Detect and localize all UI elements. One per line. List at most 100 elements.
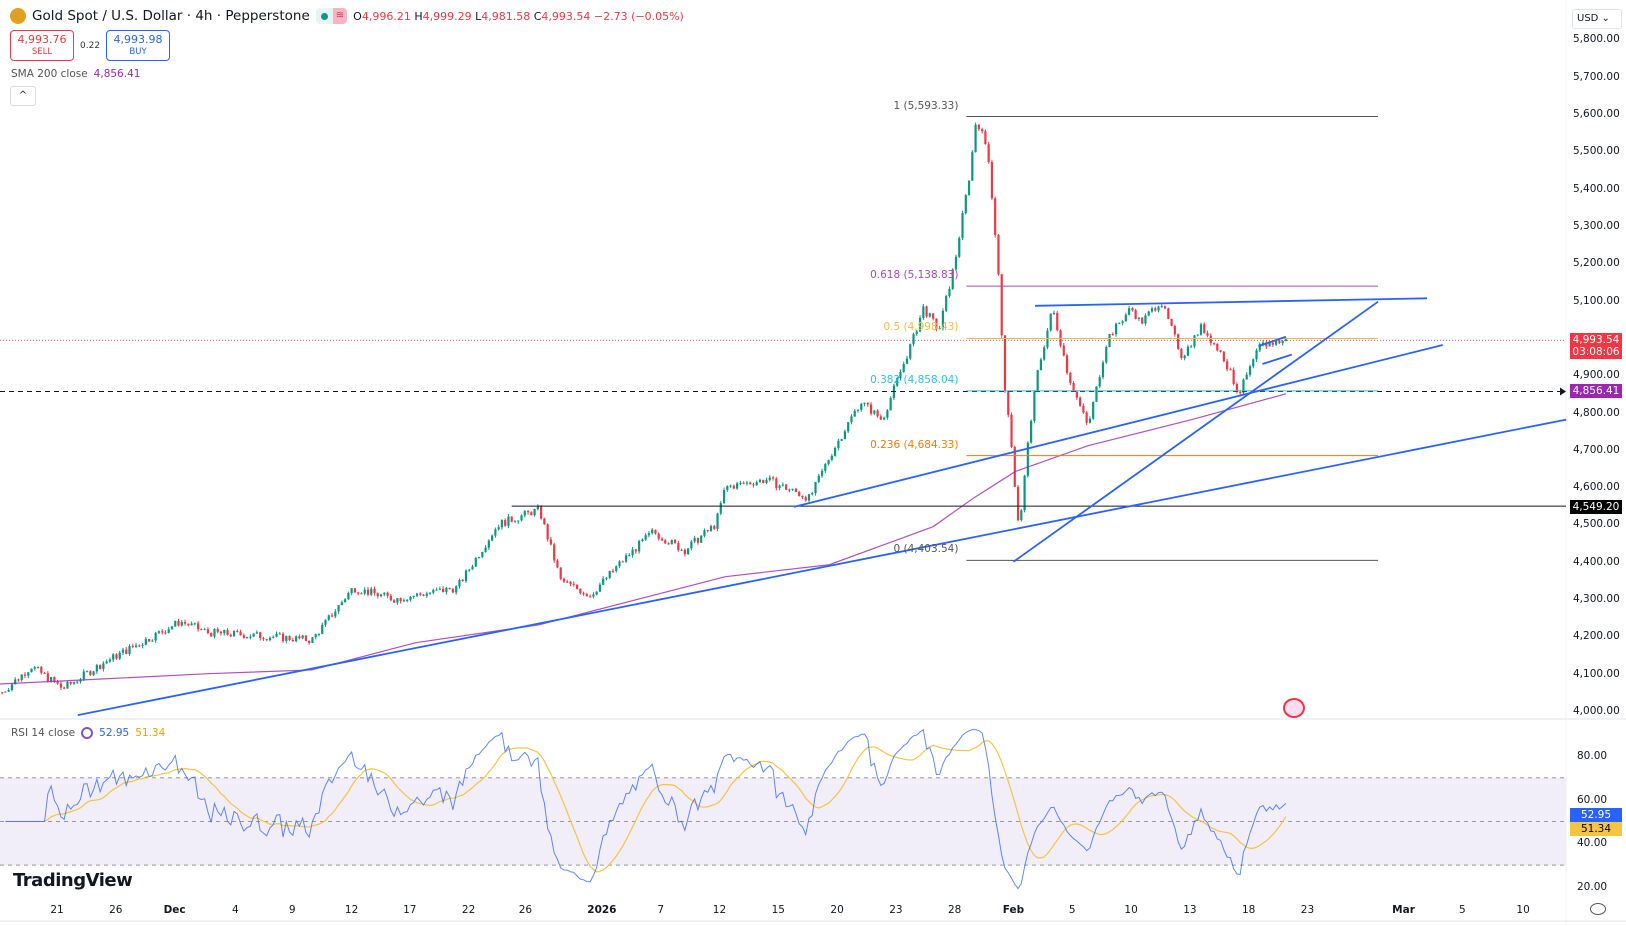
candle-body: [340, 602, 343, 606]
candle-body: [837, 440, 840, 449]
candle-body: [579, 588, 582, 594]
candle-body: [994, 198, 997, 236]
candle-body: [402, 600, 406, 602]
candle-body: [285, 636, 288, 642]
candle-body: [334, 611, 337, 617]
candle-body: [935, 318, 938, 329]
candle-body: [1242, 379, 1245, 393]
buy-button[interactable]: 4,993.98 BUY: [106, 30, 171, 61]
time-tick-label: 12: [344, 904, 359, 916]
candle-body: [412, 595, 415, 597]
candle-body: [1046, 330, 1049, 348]
symbol-title[interactable]: Gold Spot / U.S. Dollar · 4h · Peppersto…: [32, 8, 310, 24]
candle-body: [925, 306, 928, 317]
candle-body: [1056, 312, 1059, 331]
sma200-line: [0, 393, 1287, 685]
candle-body: [95, 665, 98, 672]
candle-body: [1098, 377, 1101, 387]
fib-label-1: 1 (5,593.33): [893, 99, 959, 112]
candle-body: [863, 402, 866, 404]
candle-body: [344, 599, 347, 603]
candle-body: [1173, 325, 1176, 335]
candle-body: [706, 530, 709, 532]
candle-body: [1072, 382, 1075, 392]
candle-body: [497, 527, 500, 530]
candle-body: [997, 235, 1000, 275]
candle-body: [347, 593, 350, 600]
currency-select[interactable]: USD ⌄: [1572, 9, 1622, 29]
candle-body: [1020, 510, 1023, 521]
eye-icon[interactable]: [1590, 903, 1606, 915]
candle-body: [641, 539, 644, 541]
candle-body: [762, 479, 765, 483]
candle-body: [758, 479, 762, 483]
candle-body: [148, 639, 151, 642]
candle-body: [197, 623, 200, 630]
candle-body: [1069, 372, 1072, 383]
candle-body: [513, 521, 517, 523]
candle-body: [396, 598, 399, 603]
candle-body: [10, 684, 14, 690]
candle-body: [1118, 323, 1121, 325]
candle-body: [174, 620, 177, 627]
candle-body: [830, 455, 833, 460]
price-tick-label: 5,200.00: [1573, 257, 1620, 270]
sell-button[interactable]: 4,993.76 SELL: [10, 30, 74, 61]
candle-body: [115, 654, 118, 659]
candle-body: [909, 344, 912, 359]
candle-body: [1059, 330, 1062, 346]
candle-body: [1128, 308, 1131, 315]
candle-body: [954, 256, 958, 270]
candle-body: [1245, 374, 1248, 380]
fib-label-0.5: 0.5 (4,998.43): [883, 321, 959, 334]
candle-body: [680, 549, 683, 551]
candle-body: [500, 519, 504, 528]
candle-body: [409, 596, 412, 600]
candle-body: [941, 310, 945, 329]
candle-body: [203, 629, 206, 631]
candle-body: [1105, 347, 1108, 363]
candle-body: [719, 503, 722, 514]
candle-body: [1190, 346, 1193, 348]
candle-body: [128, 646, 131, 654]
collapse-legend-button[interactable]: ^: [10, 86, 36, 106]
candle-body: [670, 539, 673, 545]
sma-legend[interactable]: SMA 200 close 4,856.41: [11, 68, 141, 80]
us-flag-event-icon[interactable]: [1283, 698, 1305, 718]
candle-body: [595, 591, 598, 595]
time-tick-label: 4: [232, 904, 239, 916]
candle-body: [651, 529, 654, 534]
candle-body: [448, 587, 451, 590]
candle-body: [517, 520, 520, 522]
candle-body: [105, 661, 108, 664]
candle-body: [157, 631, 161, 633]
trendline: [1262, 353, 1293, 365]
candle-body: [406, 599, 409, 601]
time-tick-label: 15: [771, 904, 785, 916]
candle-body: [951, 269, 954, 289]
candle-body: [886, 410, 889, 418]
candle-body: [252, 633, 255, 637]
candle-body: [533, 509, 536, 516]
candle-body: [314, 634, 317, 638]
time-tick-label: 7: [657, 904, 665, 916]
candle-body: [1163, 306, 1167, 309]
price-tick-label: 4,400.00: [1573, 555, 1620, 568]
candle-body: [144, 639, 147, 645]
candle-body: [1186, 346, 1190, 356]
candle-body: [569, 581, 572, 584]
candle-body: [1003, 335, 1007, 391]
market-status[interactable]: ≋: [315, 8, 348, 24]
candle-body: [360, 593, 363, 595]
candle-body: [82, 671, 85, 680]
candle-body: [1261, 342, 1265, 345]
candle-body: [1212, 343, 1216, 345]
rsi-legend[interactable]: RSI 14 close 52.95 51.34: [11, 727, 166, 739]
rsi-line: [5, 728, 1287, 890]
candle-body: [605, 577, 608, 579]
candle-body: [905, 358, 909, 364]
candle-body: [1167, 308, 1170, 319]
candle-body: [1252, 359, 1255, 367]
candle-body: [432, 589, 435, 593]
